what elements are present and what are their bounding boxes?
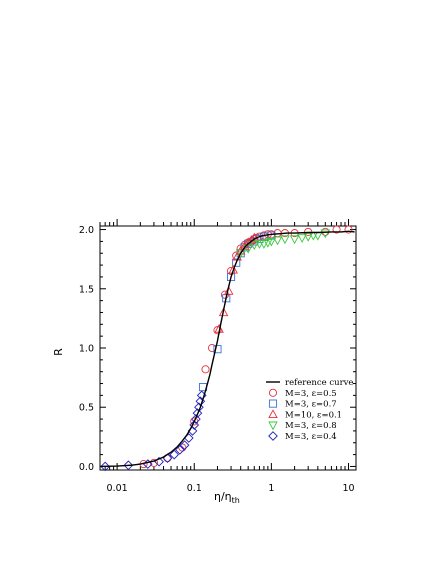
y-tick-label: 2.0: [79, 225, 94, 236]
data-series: [99, 225, 355, 472]
marker-triangle-down: [320, 229, 331, 239]
legend-label-series-3: M=10, ε=0.1: [285, 410, 342, 420]
marker-diamond: [174, 445, 185, 455]
marker-circle: [332, 225, 341, 234]
legend-marker-triangle-down: [268, 421, 278, 431]
y-tick-label: 1.0: [79, 344, 94, 355]
legend-label-series-2: M=3, ε=0.7: [285, 400, 337, 410]
marker-circle: [227, 266, 236, 276]
legend-label-series-5: M=3, ε=0.4: [285, 432, 337, 442]
x-axis-label-sub: th: [232, 496, 240, 505]
legend-marker-diamond: [268, 431, 278, 441]
marker-diamond: [123, 460, 134, 471]
marker-diamond: [189, 420, 200, 430]
marker-circle: [213, 326, 222, 335]
marker-diamond: [192, 408, 203, 418]
marker-diamond: [100, 461, 111, 472]
marker-triangle-up: [218, 307, 229, 317]
marker-diamond: [183, 433, 194, 443]
legend-marker-circle: [268, 388, 278, 397]
marker-triangle-down: [259, 240, 269, 249]
y-tick-label: 1.5: [79, 284, 94, 295]
marker-circle: [201, 365, 210, 374]
y-axis-ticks: 0.0 0.5 1.0 1.5 2.0: [79, 225, 356, 473]
x-axis-label-main: η/η: [214, 490, 232, 503]
series-2: [198, 231, 276, 392]
x-axis-label: η/ηth: [214, 490, 240, 505]
marker-triangle-down: [297, 234, 307, 243]
x-tick-label: 1: [268, 483, 274, 494]
marker-triangle-down: [289, 235, 300, 245]
series-5: [100, 390, 207, 472]
x-tick-label: 0.1: [187, 483, 202, 494]
marker-triangle-up: [228, 264, 238, 274]
marker-triangle-down: [235, 249, 246, 259]
y-axis-label: R: [52, 348, 65, 356]
legend-label-series-1: M=3, ε=0.5: [285, 389, 337, 399]
marker-square: [213, 345, 222, 354]
x-tick-label: 0.01: [107, 483, 128, 494]
x-axis-ticks: 0.01 0.1 1 10: [99, 219, 355, 494]
marker-triangle-down: [243, 244, 253, 254]
reference-curve-line: [99, 230, 355, 468]
marker-diamond: [191, 414, 201, 424]
marker-triangle-up: [223, 285, 234, 295]
marker-triangle-down: [280, 235, 290, 245]
legend-marker-triangle-up: [268, 409, 278, 419]
x-tick-label: 10: [342, 483, 354, 494]
marker-square: [232, 258, 241, 267]
marker-triangle-down: [249, 241, 260, 251]
legend-label-reference: reference curve: [285, 378, 353, 388]
marker-triangle-down: [266, 237, 277, 247]
marker-triangle-down: [272, 236, 283, 246]
marker-diamond: [169, 449, 180, 460]
marker-diamond: [179, 440, 190, 450]
marker-triangle-down: [303, 233, 313, 242]
legend-marker-square: [268, 399, 278, 408]
y-tick-label: 0.5: [79, 403, 94, 414]
marker-circle: [344, 225, 353, 234]
legend-label-series-4: M=3, ε=0.8: [285, 421, 337, 431]
y-tick-label: 0.0: [79, 462, 94, 473]
